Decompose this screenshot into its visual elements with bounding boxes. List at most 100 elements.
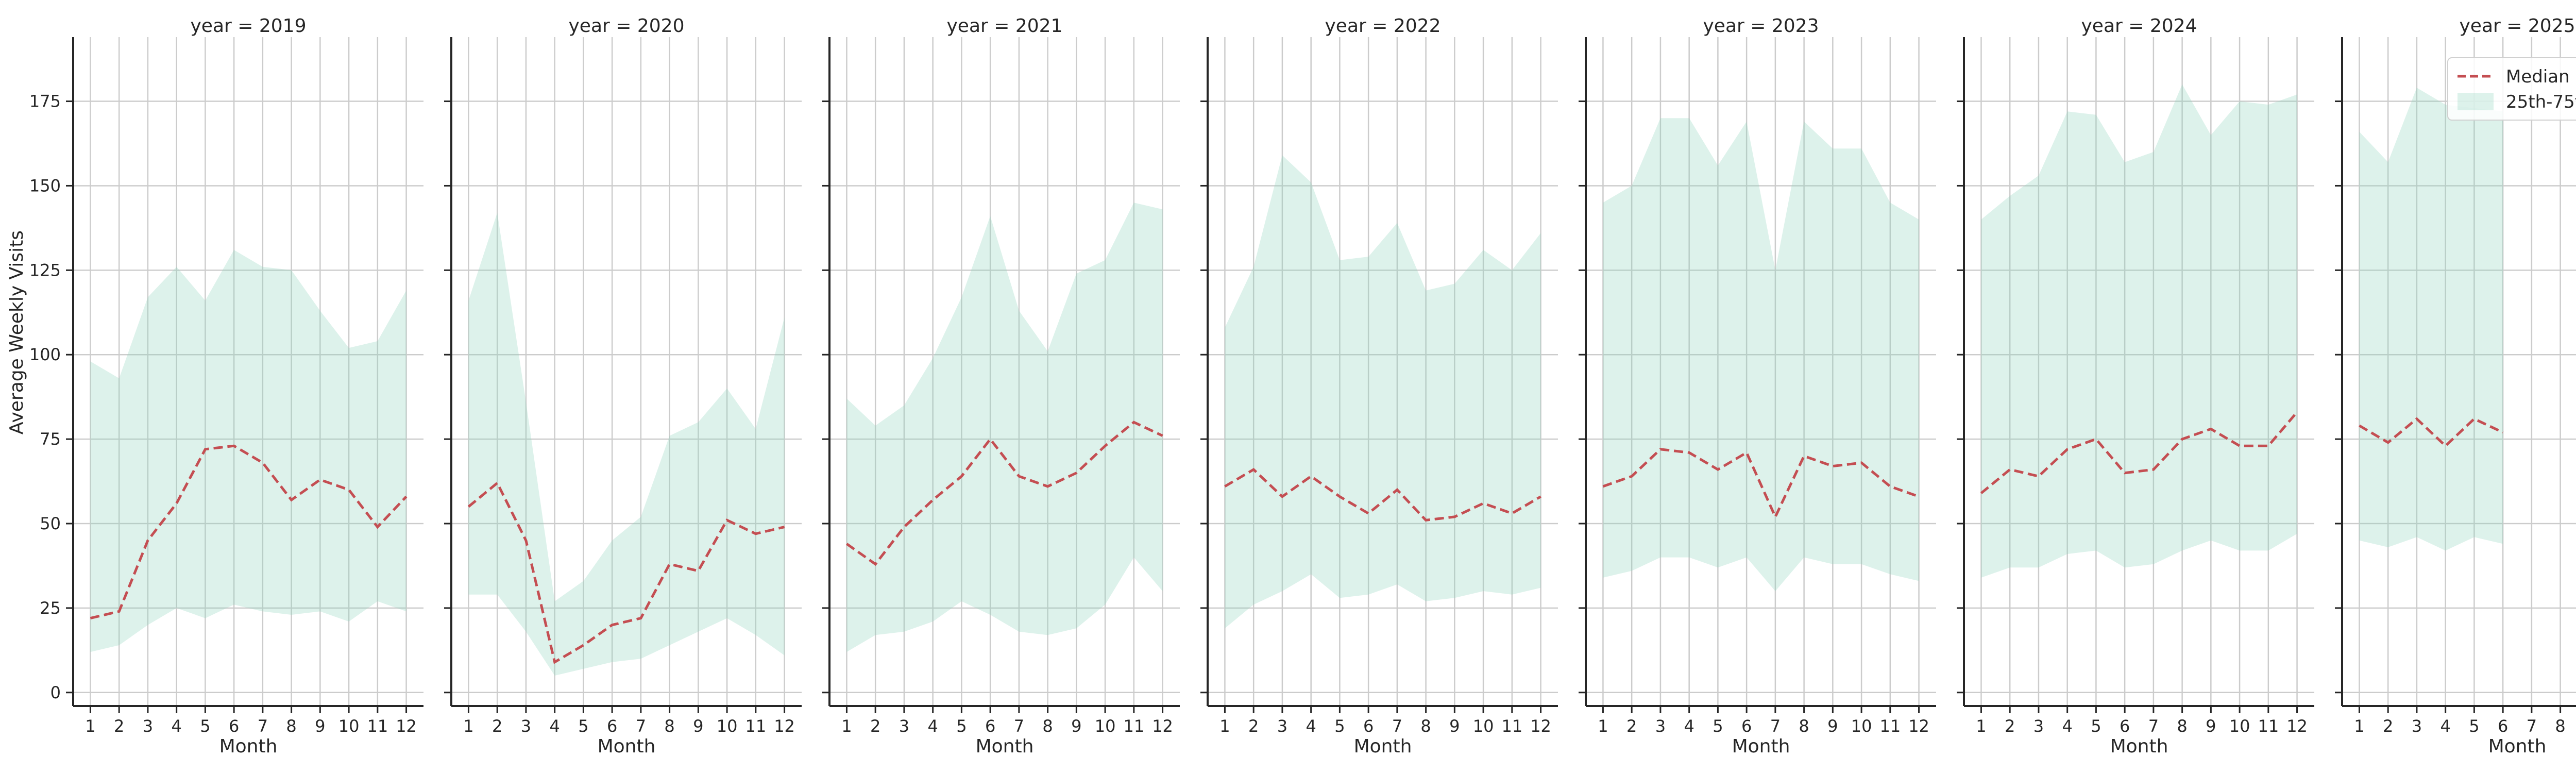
x-tick-label: 6 bbox=[985, 716, 995, 736]
percentile-band bbox=[2359, 88, 2503, 551]
x-tick-label: 8 bbox=[664, 716, 674, 736]
percentile-band bbox=[468, 212, 785, 676]
median-line bbox=[1980, 411, 2298, 494]
x-tick-label: 6 bbox=[1363, 716, 1374, 736]
x-tick-label: 6 bbox=[2498, 716, 2508, 736]
grid bbox=[2342, 37, 2576, 706]
x-tick-label: 2 bbox=[492, 716, 502, 736]
x-tick-label: 7 bbox=[1392, 716, 1402, 736]
x-tick-label: 11 bbox=[1501, 716, 1522, 736]
x-tick-label: 11 bbox=[367, 716, 388, 736]
grid bbox=[73, 37, 423, 706]
x-tick-label: 1 bbox=[2354, 716, 2364, 736]
x-tick-label: 11 bbox=[2258, 716, 2279, 736]
x-tick-label: 5 bbox=[200, 716, 210, 736]
legend-band-swatch bbox=[2458, 93, 2494, 110]
grid bbox=[451, 37, 802, 706]
x-tick-label: 5 bbox=[2469, 716, 2479, 736]
x-tick-label: 5 bbox=[2091, 716, 2101, 736]
percentile-band bbox=[1981, 84, 2297, 578]
x-tick-label: 5 bbox=[1334, 716, 1345, 736]
median-line bbox=[467, 481, 785, 664]
x-tick-label: 2 bbox=[1626, 716, 1637, 736]
x-tick-label: 8 bbox=[286, 716, 296, 736]
x-tick-label: 8 bbox=[2177, 716, 2187, 736]
median-line bbox=[2359, 417, 2504, 448]
legend-median-label: Median bbox=[2506, 66, 2570, 87]
x-tick-label: 4 bbox=[927, 716, 938, 736]
x-tick-label: 7 bbox=[2148, 716, 2159, 736]
x-tick-label: 12 bbox=[1530, 716, 1551, 736]
x-axis-label: Month bbox=[1354, 736, 1412, 757]
x-tick-label: 2 bbox=[1248, 716, 1259, 736]
median-line bbox=[845, 421, 1163, 566]
x-tick-label: 3 bbox=[1277, 716, 1287, 736]
x-tick-label: 6 bbox=[229, 716, 239, 736]
grid bbox=[1964, 37, 2314, 706]
panel-title: year = 2025 bbox=[2460, 15, 2575, 37]
y-tick-label: 0 bbox=[50, 683, 61, 702]
panel-title: year = 2022 bbox=[1325, 15, 1441, 37]
x-tick-label: 3 bbox=[899, 716, 909, 736]
legend-frame bbox=[2447, 57, 2576, 121]
y-tick-label: 100 bbox=[29, 345, 61, 364]
x-tick-label: 7 bbox=[2527, 716, 2537, 736]
x-tick-label: 5 bbox=[956, 716, 967, 736]
x-tick-label: 10 bbox=[2229, 716, 2250, 736]
x-tick-label: 7 bbox=[1014, 716, 1024, 736]
x-tick-label: 2 bbox=[2383, 716, 2393, 736]
y-tick-label: 50 bbox=[40, 514, 61, 533]
x-tick-label: 9 bbox=[1827, 716, 1838, 736]
x-tick-label: 12 bbox=[396, 716, 417, 736]
x-tick-label: 8 bbox=[1799, 716, 1809, 736]
x-tick-label: 7 bbox=[258, 716, 268, 736]
x-tick-label: 9 bbox=[1449, 716, 1460, 736]
x-tick-label: 12 bbox=[2286, 716, 2308, 736]
x-tick-label: 10 bbox=[1473, 716, 1494, 736]
x-axis-label: Month bbox=[1732, 736, 1790, 757]
grid bbox=[1208, 37, 1558, 706]
x-tick-label: 6 bbox=[1741, 716, 1752, 736]
x-tick-label: 2 bbox=[2005, 716, 2015, 736]
x-tick-label: 12 bbox=[774, 716, 795, 736]
x-tick-label: 8 bbox=[1042, 716, 1053, 736]
x-tick-label: 3 bbox=[2033, 716, 2044, 736]
x-tick-label: 5 bbox=[578, 716, 588, 736]
y-tick-label: 150 bbox=[29, 176, 61, 195]
y-tick-label: 75 bbox=[40, 429, 61, 449]
x-tick-label: 4 bbox=[171, 716, 181, 736]
y-tick-label: 175 bbox=[29, 92, 61, 111]
x-axis-label: Month bbox=[598, 736, 656, 757]
x-tick-label: 1 bbox=[1976, 716, 1986, 736]
panel-title: year = 2019 bbox=[191, 15, 307, 37]
percentile-band bbox=[1603, 118, 1919, 592]
y-axis-label: Average Weekly Visits bbox=[6, 230, 27, 434]
x-axis-label: Month bbox=[2488, 736, 2547, 757]
panel-title: year = 2023 bbox=[1703, 15, 1819, 37]
grid bbox=[829, 37, 1180, 706]
x-tick-label: 4 bbox=[1684, 716, 1694, 736]
y-tick-label: 125 bbox=[29, 260, 61, 280]
panel-title: year = 2024 bbox=[2081, 15, 2197, 37]
x-tick-label: 9 bbox=[1071, 716, 1081, 736]
x-tick-label: 11 bbox=[1879, 716, 1901, 736]
x-tick-label: 3 bbox=[521, 716, 531, 736]
x-tick-label: 11 bbox=[1123, 716, 1144, 736]
x-axis-label: Month bbox=[976, 736, 1034, 757]
x-tick-label: 9 bbox=[315, 716, 325, 736]
x-tick-label: 1 bbox=[841, 716, 852, 736]
x-tick-label: 4 bbox=[549, 716, 560, 736]
x-tick-label: 5 bbox=[1713, 716, 1723, 736]
x-tick-label: 3 bbox=[2412, 716, 2422, 736]
percentile-band bbox=[90, 250, 406, 652]
x-tick-label: 12 bbox=[1908, 716, 1929, 736]
x-tick-label: 2 bbox=[870, 716, 880, 736]
x-tick-label: 8 bbox=[2555, 716, 2565, 736]
